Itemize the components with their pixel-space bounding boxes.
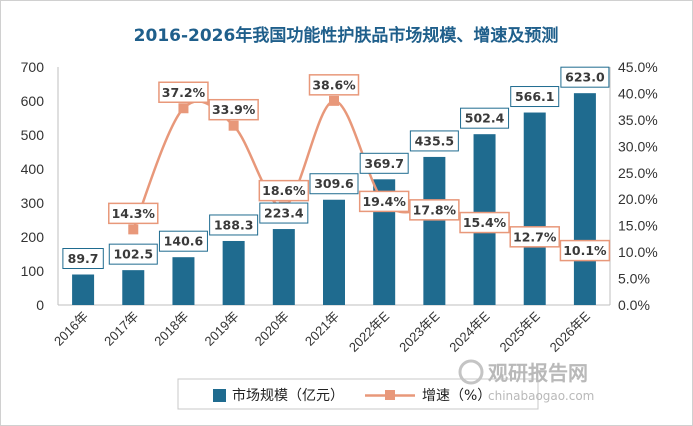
bar-value-label: 566.1 [515,89,555,104]
y-right-tick-label: 20.0% [618,191,658,207]
bar-value-label: 623.0 [565,70,605,85]
bar [72,274,95,305]
bar [523,112,546,305]
growth-point [128,224,139,235]
bar-label-box [359,152,409,174]
y-right-tick-label: 35.0% [618,112,658,128]
growth-value-label: 37.2% [162,85,206,100]
growth-value-label: 33.9% [212,102,256,117]
bar-label-box [259,202,309,224]
watermark-name: 观研报告网 [488,361,588,385]
y-right-tick-label: 15.0% [618,218,658,234]
y-right-tick-label: 5.0% [618,271,650,287]
bar-label-box [510,86,560,108]
bar [323,199,345,305]
y-right-tick-label: 30.0% [618,138,658,154]
bar-label-box [108,243,158,265]
y-right-tick-label: 10.0% [618,244,658,260]
bar-label-box [560,66,610,88]
y-right-tick-label: 40.0% [618,85,658,101]
growth-label-box [559,239,611,262]
watermark: 观研报告网 chinabaogao.com [458,359,594,403]
y-left-tick-label: 700 [21,59,45,75]
legend-swatch-marker [385,390,395,400]
growth-point [329,95,339,106]
y-left-tick-label: 500 [21,127,45,143]
growth-label-box [459,211,510,234]
growth-label-box [509,226,560,248]
y-left-tick-label: 200 [21,229,45,245]
y-right-tick-label: 45.0% [618,59,658,75]
bar-label-box [158,230,208,252]
bar-label-box [209,214,259,236]
legend-box [177,378,539,410]
growth-value-label: 15.4% [463,215,507,230]
bar [172,257,195,305]
bar-value-label: 140.6 [164,234,204,249]
y-left-tick-label: 0 [36,297,44,313]
bar-value-label: 309.6 [314,176,354,191]
bar [423,156,446,305]
growth-point [228,120,239,131]
bar-value-label: 369.7 [364,156,404,171]
growth-label-box [158,81,209,104]
y-left-tick-label: 400 [21,161,45,177]
y-left-tick-label: 300 [21,195,45,211]
bar [222,240,245,305]
chart-title: 2016-2026年我国功能性护肤品市场规模、增速及预测 [134,25,559,46]
growth-value-label: 17.8% [413,202,457,217]
growth-point [178,103,189,114]
bar-value-label: 223.4 [264,206,304,221]
bar-label-box [309,173,359,195]
growth-value-label: 18.6% [262,183,306,198]
bar-label-box [460,107,510,129]
bar-value-label: 188.3 [214,217,254,232]
growth-value-label: 38.6% [312,77,356,92]
plot-area: 0 100 200 300 400 500 600 700 0.0% 5.0% 10.0% 15.0%… [21,59,658,355]
y-right-tick-label: 0.0% [618,297,650,313]
growth-label-box [258,179,310,202]
bar-label-box [409,130,459,152]
growth-value-label: 19.4% [362,194,406,209]
growth-value-label: 14.3% [112,206,156,221]
growth-value-label: 10.1% [563,243,607,258]
growth-label-box [208,98,259,121]
legend-label-market-size: 市场规模（亿元） [232,387,344,404]
y-right-tick-label: 25.0% [618,165,658,181]
growth-label-box [308,74,360,96]
bar-value-label: 102.5 [113,247,153,262]
legend: 市场规模（亿元） 增速（%） [177,378,539,410]
bar-value-label: 89.7 [68,251,99,266]
legend-label-growth: 增速（%） [422,388,491,404]
bar [272,229,295,305]
bar-label-box [62,248,104,270]
growth-value-label: 12.7% [513,229,557,244]
watermark-url: chinabaogao.com [488,389,594,403]
bar [573,93,596,306]
growth-label-box [358,190,410,213]
bar [122,270,145,305]
y-left-tick-label: 100 [21,263,45,279]
bar-value-label: 502.4 [465,111,505,126]
growth-label-box [409,199,460,221]
growth-label-box [108,202,159,225]
watermark-logo [458,359,484,385]
legend-swatch-bar [213,389,226,402]
y-left-tick-label: 600 [21,93,45,109]
bar-value-label: 435.5 [415,133,455,148]
